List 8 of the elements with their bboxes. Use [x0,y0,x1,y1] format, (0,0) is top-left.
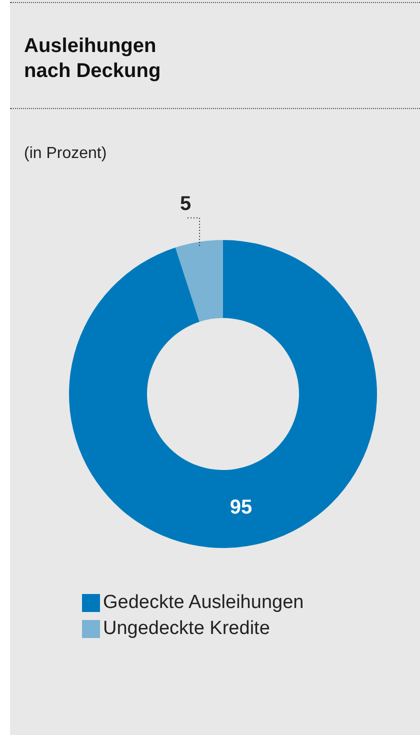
chart-subtitle: (in Prozent) [24,145,107,163]
legend-label: Gedeckte Ausleihungen [103,592,304,614]
chart-title: Ausleihungen nach Deckung [24,34,161,84]
legend-label: Ungedeckte Kredite [103,618,270,640]
donut-slice [69,240,377,548]
data-label: 95 [230,496,252,519]
data-label: 5 [180,192,192,215]
donut-slice [175,240,223,322]
